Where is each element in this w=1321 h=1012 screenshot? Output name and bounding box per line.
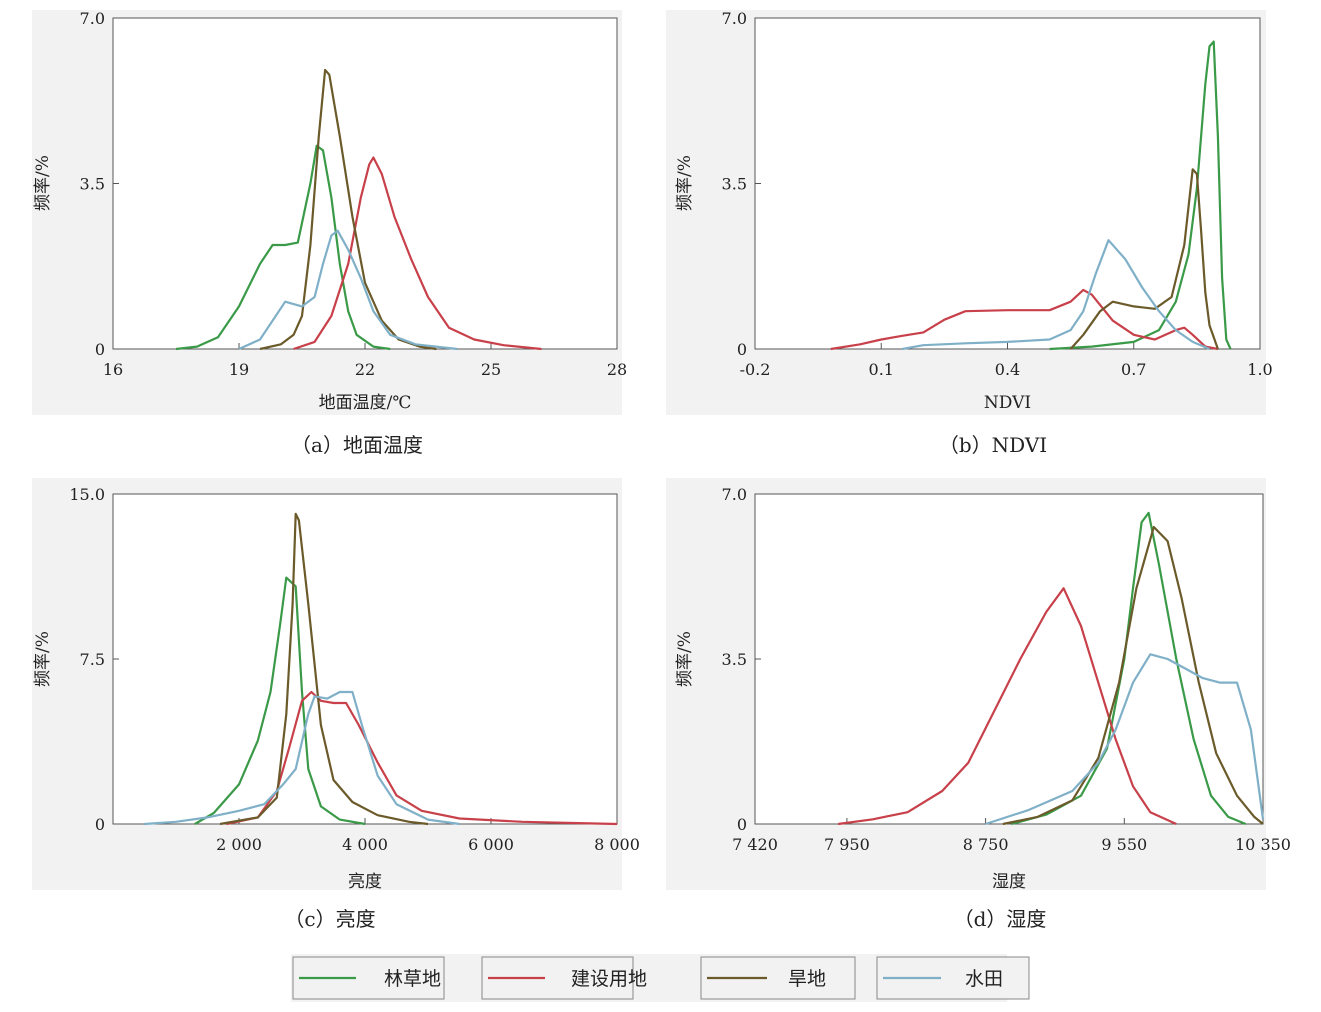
series-line-2: [1002, 525, 1264, 826]
x-axis-label: 地面温度/℃: [319, 393, 412, 413]
x-tick-label: 0.7: [1121, 360, 1146, 379]
chart-panel-3: 0 3.5 7.0 7 420 7 950 8 750 9 550 10 350 湿度 频率/% （…: [666, 478, 1291, 931]
x-tick-label: 7 950: [824, 835, 870, 854]
legend-item: 旱地: [700, 956, 856, 1000]
plot-area: [754, 17, 1261, 350]
series-line-0: [1049, 40, 1232, 351]
legend-label: 旱地: [788, 968, 826, 990]
y-tick-label: 0: [737, 815, 747, 834]
series-line-3: [985, 653, 1265, 826]
y-tick-label: 7.0: [80, 9, 105, 28]
x-axis-label: NDVI: [984, 393, 1031, 413]
x-tick-label: 9 550: [1101, 835, 1147, 854]
x-tick-label: 1.0: [1247, 360, 1272, 379]
series-line-2: [1069, 168, 1219, 350]
chart-caption: （a）地面温度: [291, 433, 423, 457]
series-line-1: [838, 587, 1177, 826]
x-tick-label: -0.2: [740, 360, 771, 379]
x-tick-label: 7 420: [732, 835, 778, 854]
chart-caption: （d）湿度: [954, 907, 1047, 931]
x-axis-label: 亮度: [348, 872, 382, 892]
x-tick-label: 22: [355, 360, 375, 379]
legend-item: 水田: [876, 956, 1030, 1000]
chart-panel-2: 0 7.5 15.0 2 000 4 000 6 000 8 000 亮度 频率/% （c）亮度: [32, 478, 640, 931]
y-tick-label: 7.5: [80, 650, 105, 669]
chart-panel-1: 0 3.5 7.0 -0.2 0.1 0.4 0.7 1.0 NDVI 频率/% （b）NDVI: [666, 9, 1273, 457]
series-line-2: [219, 512, 429, 826]
y-tick-label: 7.0: [722, 485, 747, 504]
plot-area: [112, 493, 618, 825]
y-tick-label: 7.0: [722, 9, 747, 28]
x-tick-label: 19: [229, 360, 249, 379]
y-axis-label: 频率/%: [33, 155, 53, 211]
legend-label: 林草地: [384, 968, 441, 990]
series-line-0: [194, 576, 366, 826]
series-line-2: [259, 68, 437, 351]
x-tick-label: 0.1: [869, 360, 894, 379]
x-tick-label: 4 000: [342, 835, 388, 854]
series-line-3: [902, 239, 1210, 351]
legend-item: 建设用地: [481, 956, 647, 1000]
y-axis-label: 频率/%: [33, 631, 53, 687]
y-tick-label: 15.0: [69, 485, 105, 504]
legend: 林草地 建设用地 旱地 水田: [291, 954, 1030, 1002]
legend-label: 水田: [965, 968, 1003, 990]
legend-label: 建设用地: [571, 968, 647, 990]
chart-caption: （c）亮度: [284, 907, 375, 931]
y-tick-label: 3.5: [80, 175, 105, 194]
x-tick-label: 2 000: [216, 835, 262, 854]
legend-item: 林草地: [292, 956, 445, 1000]
x-tick-label: 25: [481, 360, 501, 379]
series-line-3: [238, 229, 458, 351]
x-tick-label: 10 350: [1235, 835, 1291, 854]
y-tick-label: 3.5: [722, 650, 747, 669]
series-line-1: [226, 690, 618, 826]
x-tick-label: 0.4: [995, 360, 1020, 379]
series-line-1: [830, 288, 1219, 351]
y-tick-label: 3.5: [722, 175, 747, 194]
x-tick-label: 16: [103, 360, 123, 379]
y-tick-label: 0: [95, 340, 105, 359]
y-axis-label: 频率/%: [675, 631, 695, 687]
x-axis-label: 湿度: [992, 872, 1026, 892]
series-line-0: [1011, 511, 1247, 826]
y-axis-label: 频率/%: [675, 155, 695, 211]
chart-caption: （b）NDVI: [939, 433, 1047, 457]
series-line-0: [175, 144, 391, 351]
series-line-1: [293, 156, 542, 351]
series-line-3: [144, 690, 460, 826]
plot-area: [754, 493, 1264, 825]
y-tick-label: 0: [95, 815, 105, 834]
x-tick-label: 8 000: [594, 835, 640, 854]
chart-panel-0: 0 3.5 7.0 16 19 22 25 28 地面温度/℃ 频率/% （a）地面温度: [32, 9, 627, 457]
x-tick-label: 8 750: [963, 835, 1009, 854]
x-tick-label: 6 000: [468, 835, 514, 854]
x-tick-label: 28: [607, 360, 627, 379]
y-tick-label: 0: [737, 340, 747, 359]
